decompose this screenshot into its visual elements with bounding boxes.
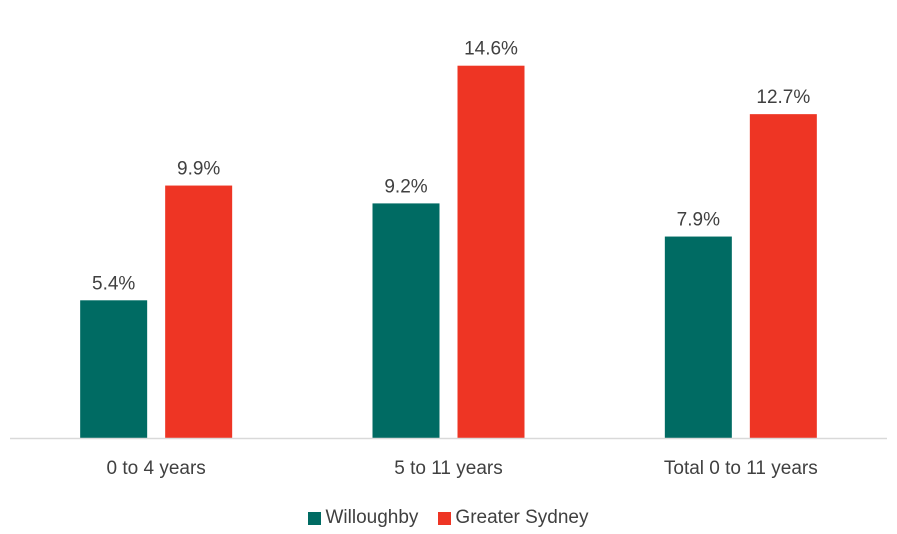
- x-tick-label-5-to-11-years: 5 to 11 years: [394, 458, 502, 479]
- data-label-willoughby-5-to-11-years: 9.2%: [384, 176, 427, 197]
- legend-item-greater-sydney: Greater Sydney: [438, 507, 589, 529]
- legend-item-willoughby: Willoughby: [308, 507, 418, 529]
- data-labels-group: 5.4% 9.9% 9.2% 14.6% 7.9% 12.7%: [92, 39, 810, 295]
- bar-willoughby-0-to-4-years: [80, 300, 148, 438]
- legend-swatch-willoughby: [308, 511, 322, 525]
- legend-label-willoughby: Willoughby: [325, 507, 419, 528]
- data-label-willoughby-0-to-4-years: 5.4%: [92, 273, 135, 294]
- bar-willoughby-total-0-to-11-years: [664, 236, 732, 438]
- x-tick-labels-group: 0 to 4 years 5 to 11 years Total 0 to 11 y…: [107, 458, 818, 479]
- data-label-greater-sydney-0-to-4-years: 9.9%: [177, 159, 220, 180]
- bar-greater-sydney-0-to-4-years: [165, 185, 233, 438]
- bars-group: [80, 65, 817, 439]
- data-label-greater-sydney-total-0-to-11-years: 12.7%: [756, 87, 810, 108]
- data-label-willoughby-total-0-to-11-years: 7.9%: [677, 210, 720, 231]
- bar-willoughby-5-to-11-years: [372, 203, 440, 438]
- x-tick-label-total-0-to-11-years: Total 0 to 11 years: [664, 458, 818, 479]
- legend: Willoughby Greater Sydney: [0, 507, 897, 529]
- legend-swatch-greater-sydney: [438, 511, 452, 525]
- bar-greater-sydney-5-to-11-years: [457, 65, 525, 438]
- legend-label-greater-sydney: Greater Sydney: [455, 507, 589, 528]
- data-label-greater-sydney-5-to-11-years: 14.6%: [464, 39, 518, 60]
- x-tick-label-0-to-4-years: 0 to 4 years: [107, 458, 206, 479]
- bar-greater-sydney-total-0-to-11-years: [749, 114, 817, 439]
